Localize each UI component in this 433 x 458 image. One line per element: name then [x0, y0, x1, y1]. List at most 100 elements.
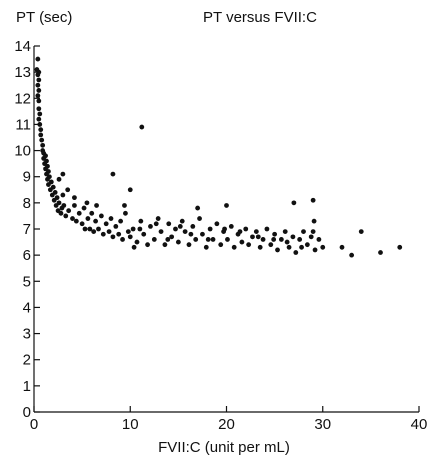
data-point — [110, 234, 116, 240]
data-point — [297, 237, 303, 242]
data-point — [134, 239, 140, 245]
data-point — [290, 234, 296, 240]
x-axis-label: FVII:C (unit per mL) — [158, 439, 290, 456]
data-point — [349, 252, 355, 258]
data-point — [291, 200, 297, 206]
data-point — [60, 171, 66, 177]
data-point — [82, 226, 88, 232]
data-point — [214, 221, 220, 227]
data-point — [310, 197, 316, 203]
data-point — [139, 124, 145, 130]
data-point — [250, 234, 255, 240]
data-point — [316, 237, 322, 242]
data-point — [36, 116, 42, 122]
data-point — [246, 242, 252, 248]
data-point — [299, 244, 304, 250]
data-point — [96, 226, 101, 232]
data-point — [282, 229, 288, 235]
data-point — [272, 231, 278, 237]
data-point — [228, 223, 234, 229]
data-point — [98, 213, 104, 219]
data-point — [110, 171, 116, 177]
data-point — [45, 163, 50, 169]
data-point — [148, 223, 153, 229]
data-point — [312, 247, 318, 253]
data-point — [308, 234, 314, 240]
data-point — [116, 231, 122, 237]
data-point — [239, 239, 245, 245]
data-point — [81, 205, 87, 211]
data-point — [46, 169, 51, 174]
data-point — [195, 205, 201, 211]
data-point — [118, 218, 124, 224]
data-point — [264, 226, 270, 232]
data-point — [225, 237, 230, 242]
data-point — [60, 192, 66, 198]
data-point — [358, 229, 364, 235]
x-tick-label: 0 — [30, 416, 38, 433]
data-point — [44, 158, 49, 164]
data-point — [207, 226, 213, 232]
data-point — [61, 203, 67, 208]
data-point — [182, 229, 188, 235]
data-point — [72, 195, 77, 201]
x-axis-ticks: 0 10 20 30 40 — [30, 406, 428, 433]
data-point — [200, 231, 205, 237]
data-point — [138, 218, 144, 224]
y-tick-label: 2 — [23, 352, 31, 369]
data-point — [108, 216, 114, 221]
data-point — [301, 229, 306, 235]
data-point — [224, 203, 229, 208]
x-tick-label: 20 — [218, 416, 235, 433]
data-point — [72, 203, 77, 208]
data-point — [268, 242, 274, 248]
data-point — [275, 247, 280, 253]
x-tick-label: 40 — [411, 416, 428, 433]
data-point — [311, 218, 317, 224]
data-point — [162, 242, 168, 248]
data-point — [237, 229, 243, 235]
data-point — [100, 231, 106, 237]
data-point — [37, 122, 43, 127]
data-point — [210, 237, 216, 242]
data-point — [137, 226, 143, 232]
data-point — [37, 111, 43, 117]
data-point — [158, 229, 164, 235]
data-point — [179, 218, 185, 224]
data-point — [153, 221, 159, 227]
data-point — [320, 244, 326, 250]
data-point — [36, 98, 42, 104]
data-point — [271, 237, 277, 242]
data-point — [122, 203, 127, 208]
data-point — [255, 234, 261, 240]
data-point — [127, 187, 133, 193]
y-tick-label: 3 — [23, 326, 31, 343]
data-point — [260, 237, 266, 242]
data-point — [165, 237, 171, 242]
data-point — [145, 242, 150, 248]
data-point — [85, 216, 91, 221]
data-point — [103, 221, 109, 227]
data-point — [284, 239, 290, 245]
data-point — [54, 195, 60, 201]
data-point — [63, 213, 69, 219]
data-point — [56, 176, 62, 182]
y-tick-label: 1 — [23, 378, 31, 395]
data-point — [48, 179, 54, 185]
y-tick-label: 10 — [14, 143, 31, 160]
data-point — [76, 210, 82, 216]
y-tick-label: 11 — [15, 116, 31, 133]
data-point — [186, 242, 192, 248]
data-point — [93, 218, 98, 224]
y-tick-label: 14 — [14, 38, 31, 55]
data-point — [190, 223, 196, 229]
data-point — [222, 226, 227, 232]
data-point — [36, 88, 42, 93]
data-point — [87, 226, 93, 232]
data-point — [203, 244, 209, 250]
data-point — [35, 72, 41, 78]
data-point — [70, 216, 75, 221]
data-point — [193, 237, 199, 242]
